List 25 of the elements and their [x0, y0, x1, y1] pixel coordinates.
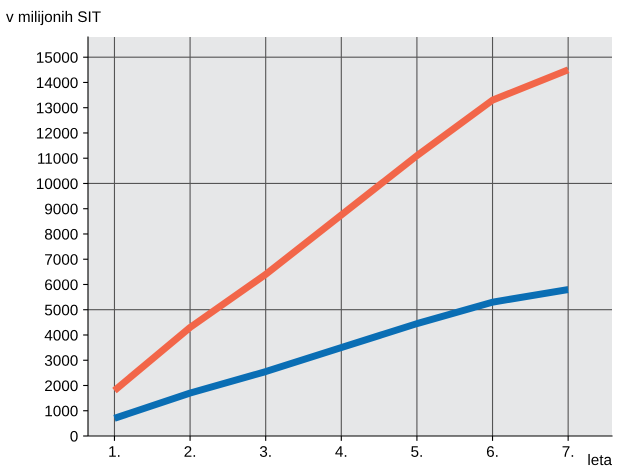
y-tick-label: 12000: [36, 128, 78, 139]
y-tick-label: 8000: [44, 228, 78, 240]
y-tick-label: 11000: [38, 153, 78, 164]
x-tick-label: 5.: [411, 446, 422, 457]
x-tick-label: 6.: [486, 446, 498, 457]
x-tick-label: 4.: [335, 446, 346, 457]
y-tick-label: 15000: [36, 52, 78, 63]
x-axis-title: leta: [588, 454, 612, 466]
y-tick-label: 7000: [45, 254, 78, 265]
x-tick-label: 2.: [184, 446, 196, 457]
x-tick-label: 7.: [562, 446, 574, 457]
y-tick-label: 3000: [44, 355, 78, 366]
y-tick-label: 2000: [45, 380, 78, 392]
y-tick-label: 5000: [44, 304, 78, 316]
y-tick-label: 6000: [45, 279, 78, 290]
y-tick-label: 9000: [45, 204, 78, 214]
y-axis-title: v milijonih SIT: [6, 10, 101, 26]
y-tick-label: 0: [70, 430, 78, 442]
y-tick-label: 14000: [36, 77, 78, 88]
y-tick-label: 10000: [36, 178, 78, 190]
y-tick-label: 13000: [36, 102, 78, 114]
x-tick-label: 3.: [260, 446, 271, 457]
y-tick-label: 4000: [44, 330, 78, 341]
x-tick-label: 1.: [109, 446, 120, 457]
y-tick-label: 1000: [45, 406, 78, 416]
